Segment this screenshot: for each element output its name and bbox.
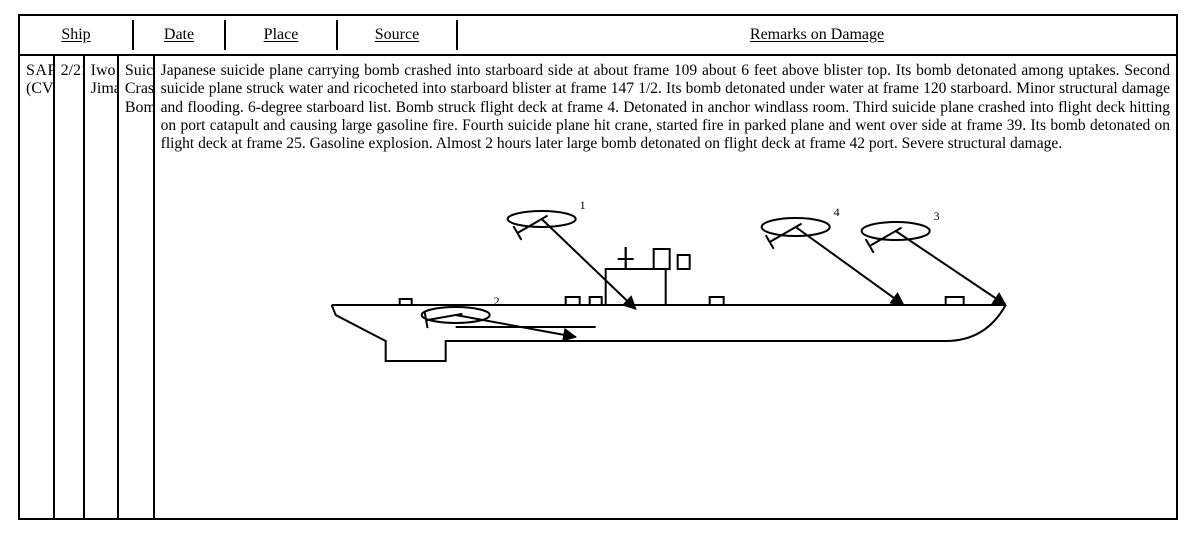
col-header-source-label: Source: [375, 26, 419, 44]
col-header-ship: Ship: [20, 20, 132, 50]
date-value: 2/21/45: [61, 62, 83, 79]
place-value: Iwo Jima: [91, 62, 117, 97]
cell-date: 2/21/45: [53, 56, 83, 518]
cell-ship: SARATOGA (CV3): [20, 56, 53, 518]
damage-diagram: 1 2 4 3: [161, 165, 1170, 395]
cell-remarks: Japanese suicide plane carrying bomb cra…: [153, 56, 1176, 518]
col-header-date: Date: [132, 20, 224, 50]
ship-designation: (CV3): [26, 80, 47, 98]
remarks-text: Japanese suicide plane carrying bomb cra…: [161, 62, 1170, 153]
svg-text:4: 4: [833, 205, 839, 219]
col-header-place-label: Place: [264, 26, 299, 44]
source-line-1: Suicide Plane: [125, 62, 147, 80]
col-header-remarks: Remarks on Damage: [456, 20, 1176, 50]
col-header-source: Source: [336, 20, 456, 50]
col-header-date-label: Date: [164, 26, 194, 44]
table-header-row: Ship Date Place Source Remarks on Damage: [20, 16, 1176, 56]
svg-text:2: 2: [493, 294, 499, 308]
cell-source: Suicide Plane Crash - 4 Bomb - 2: [117, 56, 153, 518]
svg-text:3: 3: [933, 209, 939, 223]
ship-name: SARATOGA: [26, 62, 47, 80]
col-header-ship-label: Ship: [61, 26, 90, 44]
source-line-2: Crash - 4: [125, 80, 147, 98]
svg-text:1: 1: [579, 198, 585, 212]
cell-place: Iwo Jima: [83, 56, 117, 518]
source-line-3: Bomb - 2: [125, 99, 147, 117]
col-header-remarks-label: Remarks on Damage: [750, 26, 884, 44]
damage-table: Ship Date Place Source Remarks on Damage…: [18, 14, 1178, 520]
col-header-place: Place: [224, 20, 336, 50]
table-row: SARATOGA (CV3) 2/21/45 Iwo Jima Suicide …: [20, 56, 1176, 518]
